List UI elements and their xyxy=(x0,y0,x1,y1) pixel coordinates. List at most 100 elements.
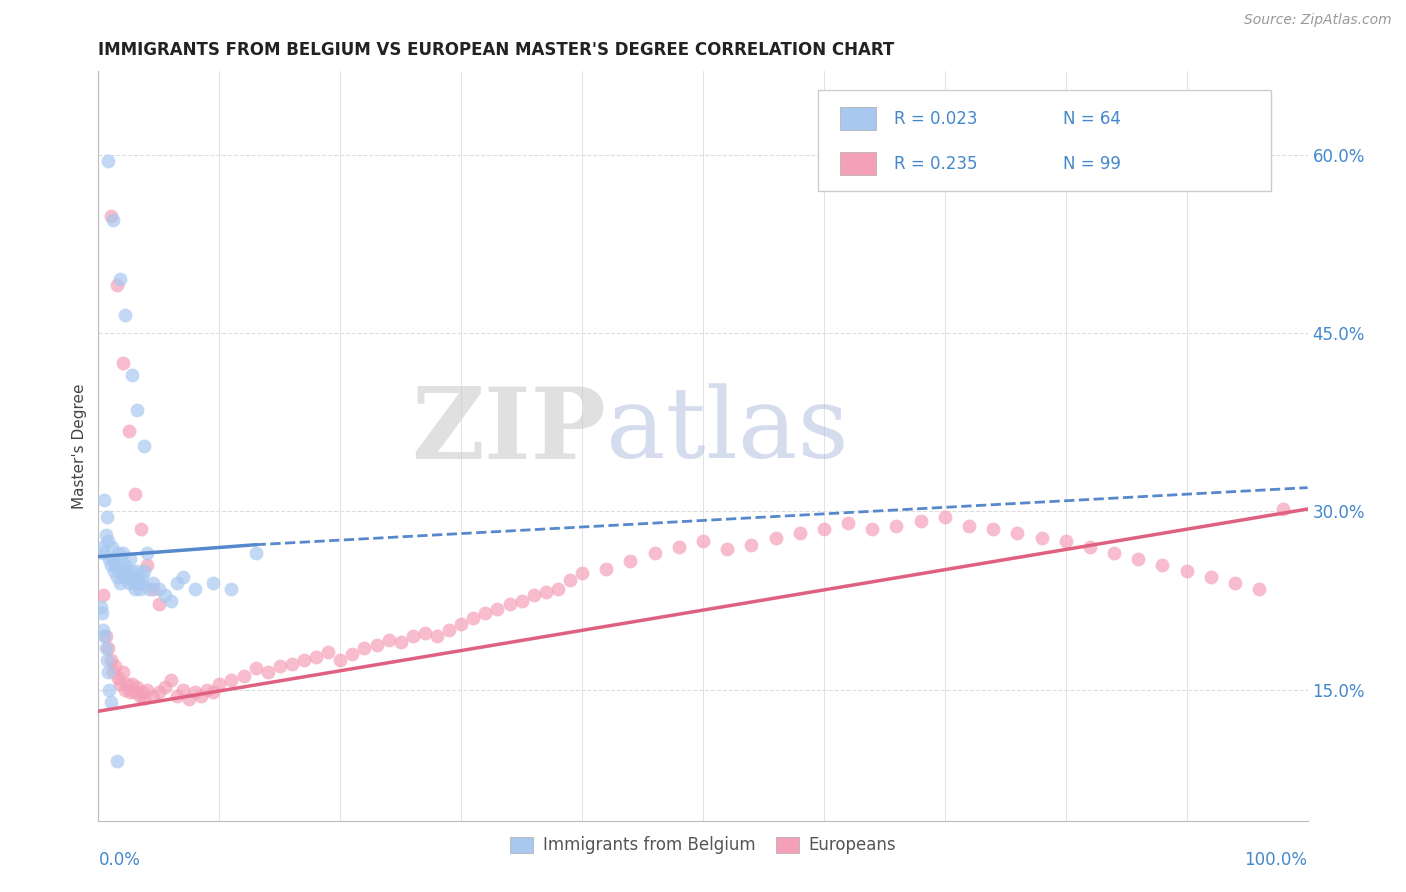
Point xyxy=(981,522,1004,536)
Point xyxy=(595,561,617,575)
Point xyxy=(110,564,132,578)
Point xyxy=(1249,582,1271,596)
Point xyxy=(108,575,131,590)
Text: R = 0.023: R = 0.023 xyxy=(894,110,977,128)
Point xyxy=(108,272,131,286)
Point xyxy=(256,665,278,679)
Point xyxy=(94,641,117,656)
Point xyxy=(148,582,170,596)
Point xyxy=(112,570,135,584)
Point xyxy=(245,546,267,560)
Text: IMMIGRANTS FROM BELGIUM VS EUROPEAN MASTER'S DEGREE CORRELATION CHART: IMMIGRANTS FROM BELGIUM VS EUROPEAN MAST… xyxy=(98,41,894,59)
Point xyxy=(124,582,146,596)
Point xyxy=(101,665,124,679)
Point xyxy=(135,546,157,560)
Point xyxy=(305,649,328,664)
Point xyxy=(94,528,117,542)
Text: 0.0%: 0.0% xyxy=(98,851,141,869)
Point xyxy=(118,552,141,566)
Point xyxy=(108,677,131,691)
Point xyxy=(184,685,207,699)
Point xyxy=(125,570,148,584)
Point xyxy=(104,659,127,673)
Point xyxy=(221,673,243,688)
Text: N = 99: N = 99 xyxy=(1063,154,1121,172)
Point xyxy=(98,682,121,697)
Point xyxy=(202,685,225,699)
Point xyxy=(269,659,291,673)
Point xyxy=(1175,564,1198,578)
Point xyxy=(202,575,225,590)
Point xyxy=(121,570,143,584)
Point xyxy=(138,582,160,596)
Point xyxy=(93,629,115,643)
Point xyxy=(142,582,165,596)
Point xyxy=(124,685,146,699)
Point xyxy=(534,585,557,599)
FancyBboxPatch shape xyxy=(818,90,1271,191)
Point xyxy=(120,564,142,578)
Point xyxy=(127,403,149,417)
Point xyxy=(101,552,124,566)
Point xyxy=(837,516,859,531)
Point xyxy=(934,510,956,524)
Point xyxy=(100,653,122,667)
Point xyxy=(765,531,787,545)
Point xyxy=(740,538,762,552)
Point xyxy=(1152,558,1174,572)
Point xyxy=(910,514,932,528)
Point xyxy=(91,624,114,638)
Point xyxy=(131,685,153,699)
Point xyxy=(114,558,136,572)
Point xyxy=(97,641,120,656)
Point xyxy=(789,525,811,540)
Point xyxy=(128,689,150,703)
Point xyxy=(118,685,141,699)
Point xyxy=(160,673,183,688)
Point xyxy=(1007,525,1029,540)
Point xyxy=(108,558,131,572)
Point xyxy=(668,540,690,554)
Point xyxy=(100,540,122,554)
Point xyxy=(1199,570,1222,584)
Point xyxy=(498,597,520,611)
Point xyxy=(100,558,122,572)
Point xyxy=(134,564,156,578)
Point xyxy=(90,599,112,614)
Text: atlas: atlas xyxy=(606,384,849,479)
Point xyxy=(97,534,120,549)
Point xyxy=(1128,552,1150,566)
FancyBboxPatch shape xyxy=(839,107,876,130)
Point xyxy=(184,582,207,596)
Point xyxy=(97,665,120,679)
Text: N = 64: N = 64 xyxy=(1063,110,1121,128)
Point xyxy=(1102,546,1125,560)
Point xyxy=(121,677,143,691)
Point xyxy=(316,645,339,659)
Point xyxy=(135,682,157,697)
Point xyxy=(571,566,593,581)
Point xyxy=(474,606,496,620)
Point xyxy=(100,210,122,224)
Point xyxy=(1031,531,1053,545)
Point xyxy=(93,492,115,507)
Point xyxy=(190,689,212,703)
Point xyxy=(860,522,883,536)
Point xyxy=(523,588,546,602)
Point xyxy=(142,689,165,703)
Point xyxy=(117,677,139,691)
Point xyxy=(105,754,128,768)
Point xyxy=(281,657,304,671)
Point xyxy=(389,635,412,649)
Text: 100.0%: 100.0% xyxy=(1244,851,1308,869)
Point xyxy=(160,593,183,607)
Point xyxy=(1272,502,1295,516)
Point xyxy=(94,629,117,643)
Point xyxy=(166,689,188,703)
Point xyxy=(135,558,157,572)
Point xyxy=(377,632,399,647)
Point xyxy=(115,564,138,578)
Point xyxy=(118,424,141,438)
Point xyxy=(134,439,156,453)
Point xyxy=(179,692,201,706)
